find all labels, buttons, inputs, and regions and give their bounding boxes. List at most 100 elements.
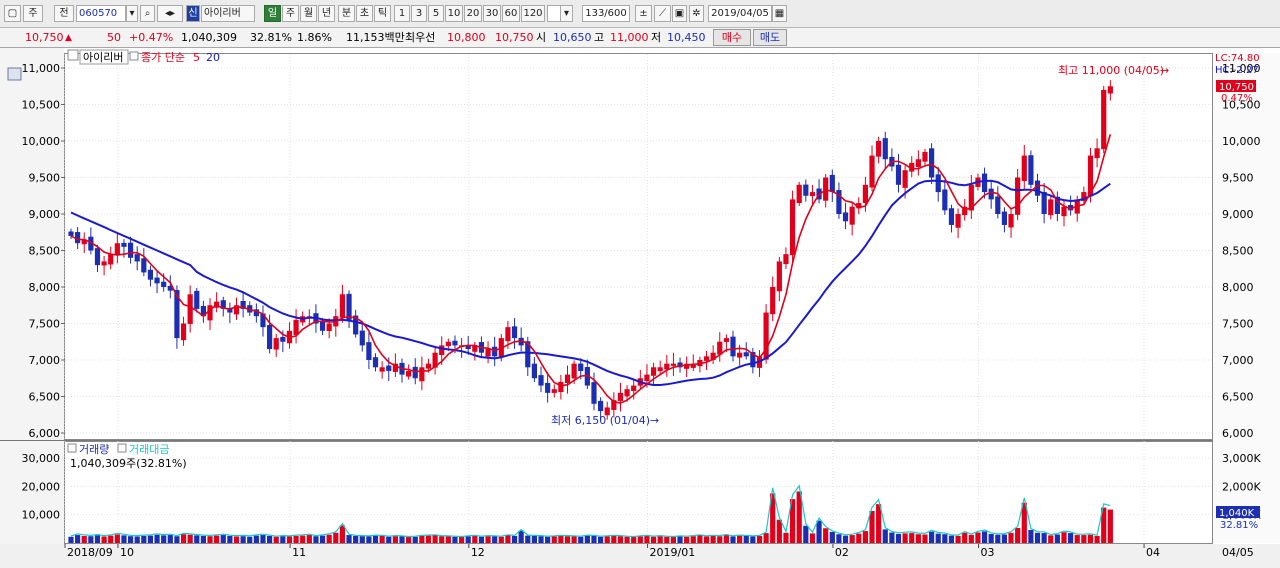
amount-tick-label: 3,000K	[1222, 452, 1261, 465]
volume-bar	[551, 536, 557, 543]
all-select[interactable]: 전	[54, 5, 74, 22]
volume-bar	[68, 536, 74, 543]
tab-second[interactable]: 초	[356, 5, 373, 22]
volume-bar	[882, 529, 888, 543]
legend-ma5: 5	[193, 51, 200, 64]
volume-bar	[816, 520, 822, 543]
volume-bar	[339, 525, 346, 543]
volume-bar	[121, 535, 127, 543]
price-tick-label: 11,000	[22, 62, 61, 75]
candle-body	[68, 231, 74, 236]
candle-body	[366, 342, 372, 360]
volume-bar	[220, 535, 226, 543]
stock-code-input[interactable]: 060570	[76, 5, 126, 22]
minute-3[interactable]: 3	[411, 5, 427, 22]
minute-30[interactable]: 30	[483, 5, 501, 22]
minute-120[interactable]: 120	[521, 5, 545, 22]
volume-bar	[789, 499, 796, 543]
sell-button[interactable]: 매도	[753, 29, 787, 46]
date-field[interactable]: 2019/04/05	[708, 5, 772, 22]
candle-body	[558, 381, 564, 392]
candle-body	[425, 363, 432, 369]
search-icon[interactable]: ⌕	[140, 5, 155, 22]
volume-bar	[366, 536, 372, 543]
lc-value: LC:74.80	[1215, 53, 1260, 64]
volume-bar	[856, 533, 862, 543]
price-tick-label: 9,500	[29, 172, 61, 185]
line-tool-icon[interactable]: ⟋	[654, 5, 671, 22]
volume-bar	[267, 535, 273, 543]
candle-body	[809, 192, 816, 197]
tab-tick[interactable]: 틱	[374, 5, 391, 22]
volume-bar	[359, 536, 365, 543]
volume-bar	[88, 536, 94, 543]
buy-button[interactable]: 매수	[713, 29, 751, 46]
candle-body	[419, 367, 425, 382]
candle-body	[1008, 214, 1014, 228]
save-icon[interactable]: ▣	[672, 5, 687, 22]
candle-body	[617, 392, 624, 401]
stock-name: 아이리버	[201, 5, 255, 22]
tab-minute[interactable]: 분	[338, 5, 355, 22]
minute-5[interactable]: 5	[428, 5, 444, 22]
volume-bar	[346, 535, 352, 543]
chart-menu-icon[interactable]	[7, 67, 22, 81]
volume-bar	[611, 535, 617, 543]
volume-bar	[207, 536, 213, 543]
layout-icon[interactable]: ▢	[4, 5, 21, 22]
price-ticks-right: 11,000 10,500 10,000 9,500 9,000 8,500 8,000 7,…	[1222, 62, 1261, 440]
candle-body	[445, 341, 451, 347]
volume-bar	[889, 532, 895, 543]
candle-body	[730, 336, 736, 357]
candle-body	[465, 345, 471, 350]
candle-body	[174, 290, 180, 339]
volume-bar	[233, 536, 240, 543]
minute-1[interactable]: 1	[394, 5, 410, 22]
x-axis-label: 02	[835, 546, 849, 559]
tab-week[interactable]: 주	[282, 5, 299, 22]
tab-year[interactable]: 년	[318, 5, 335, 22]
volume-bar	[465, 536, 471, 543]
candle-body	[915, 159, 921, 167]
volume-bar	[333, 532, 339, 543]
volume-bar	[604, 536, 610, 543]
candle-body	[538, 375, 544, 386]
right-axis-strip	[1213, 53, 1280, 543]
candle-body	[121, 242, 127, 247]
settings-icon[interactable]: ✲	[689, 5, 704, 22]
calendar-icon[interactable]: ▦	[772, 5, 787, 22]
candle-body	[531, 363, 537, 379]
interval-dropdown-icon[interactable]: ▾	[560, 5, 573, 22]
tab-day[interactable]: 일	[264, 5, 281, 22]
candle-body	[161, 281, 167, 287]
minute-10[interactable]: 10	[445, 5, 463, 22]
candle-body	[935, 174, 941, 193]
candle-body	[1061, 206, 1067, 217]
volume-bar	[995, 534, 1001, 543]
indicator-icon[interactable]: ±	[635, 5, 652, 22]
candle-body	[280, 336, 286, 342]
sound-icon[interactable]: ◂▸	[157, 5, 183, 22]
volume-bar	[650, 536, 657, 543]
period-select[interactable]: 주	[23, 5, 43, 22]
minute-20[interactable]: 20	[464, 5, 482, 22]
x-axis-label: 03	[981, 546, 995, 559]
best-ask: 10,800	[447, 31, 486, 44]
candle-body	[862, 184, 868, 204]
candle-body	[359, 330, 365, 346]
volume: 1,040,309	[181, 31, 237, 44]
stock-chart[interactable]: 11,000 10,500 10,000 9,500 9,000 8,500 8,000 7,…	[0, 48, 1280, 568]
volume-bar	[379, 535, 385, 543]
volume-ratio: 32.81%	[250, 31, 292, 44]
tab-month[interactable]: 월	[300, 5, 317, 22]
price-tick-label: 7,500	[29, 318, 61, 331]
count-field[interactable]: 133/600	[582, 5, 630, 22]
volume-bar	[591, 535, 597, 543]
candle-body	[492, 346, 498, 357]
volume-bar	[280, 536, 286, 543]
minute-60[interactable]: 60	[502, 5, 520, 22]
candle-body	[511, 326, 518, 339]
candle-body	[267, 324, 273, 350]
price-tick-label: 10,000	[1222, 135, 1261, 148]
code-dropdown-icon[interactable]: ▾	[126, 5, 138, 22]
